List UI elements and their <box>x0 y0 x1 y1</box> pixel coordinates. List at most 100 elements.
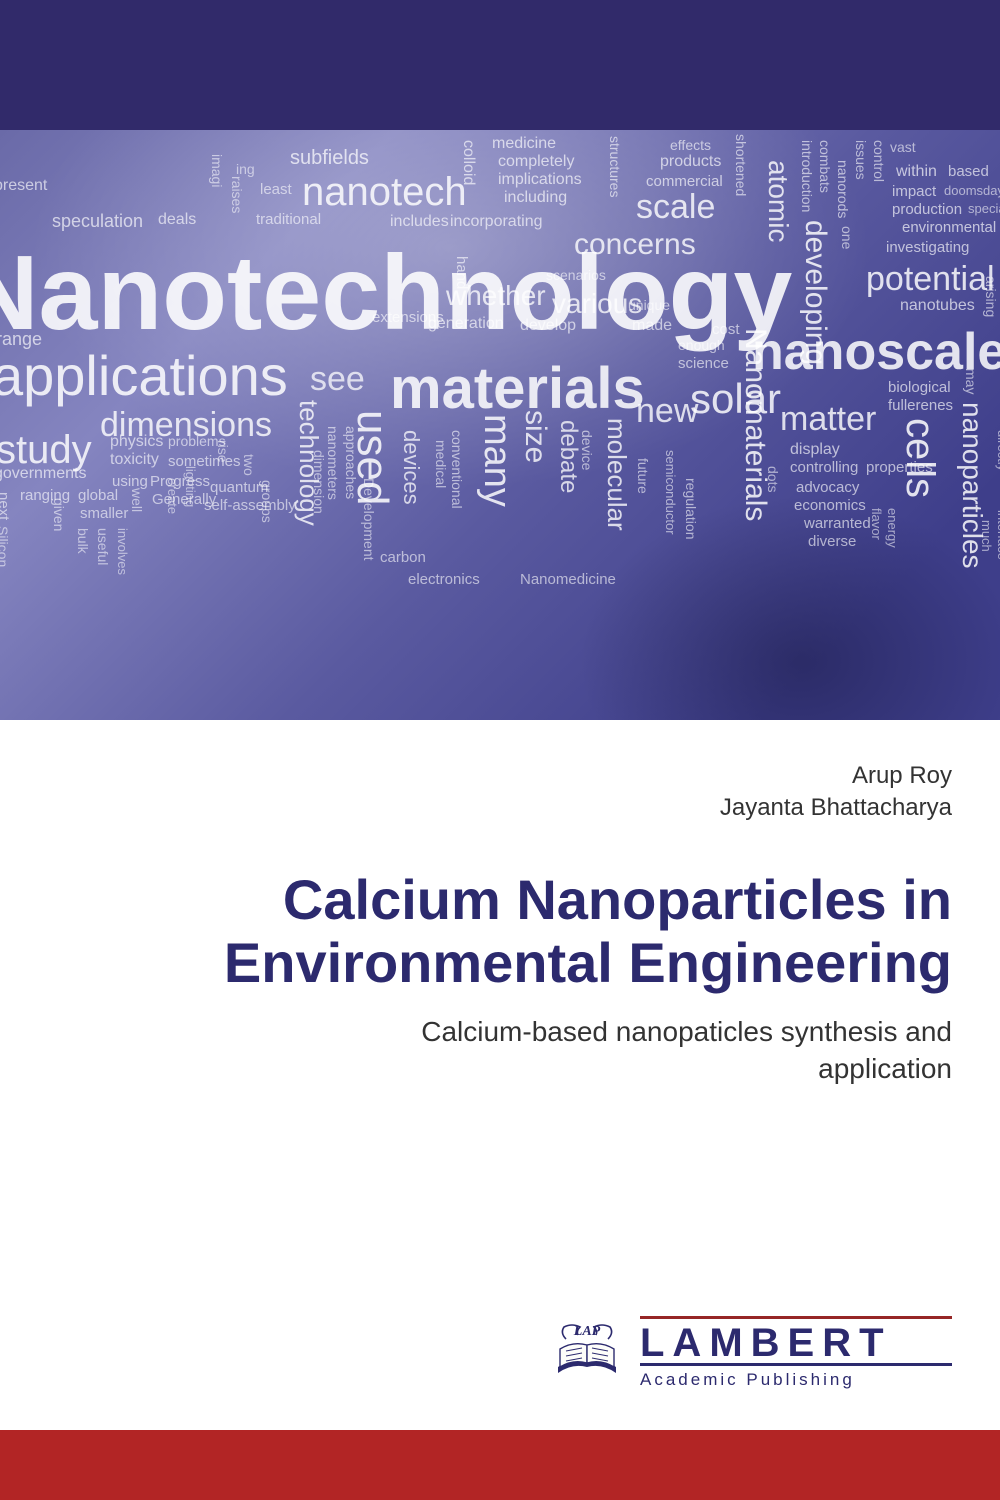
wordcloud-word: devices <box>400 430 422 505</box>
publisher-block: LAP LAMBERT Academic Publishing <box>548 1316 952 1390</box>
wordcloud-word: speculation <box>52 212 143 230</box>
wordcloud-word: materials <box>390 360 645 418</box>
wordcloud-word: hand <box>454 256 469 289</box>
wordcloud-word: lighting <box>184 466 197 507</box>
authors-block: Arup Roy Jayanta Bhattacharya <box>48 760 952 825</box>
wordcloud-word: scale <box>636 190 715 224</box>
title-line-1: Calcium Nanoparticles in <box>48 869 952 932</box>
wordcloud-word: commercial <box>646 174 723 189</box>
wordcloud-word: approaches <box>344 426 358 499</box>
wordcloud-word: see <box>310 362 365 396</box>
wordcloud-word: combats <box>818 140 832 193</box>
wordcloud-word: includes <box>390 214 449 230</box>
wordcloud-word: medical <box>434 440 448 488</box>
wordcloud-word: unique <box>628 298 670 312</box>
wordcloud-word: raises <box>230 176 244 213</box>
wordcloud-word: energy <box>886 508 899 548</box>
wordcloud-word: bulk <box>76 528 90 554</box>
wordcloud-word: nanotubes <box>900 298 975 314</box>
wordcloud-word: doomsday <box>944 184 1000 197</box>
wordcloud-word: diverse <box>808 534 856 549</box>
wordcloud-word: fullerenes <box>888 398 953 413</box>
wordcloud-word: implications <box>498 172 582 188</box>
wordcloud-word: useful <box>96 528 110 565</box>
wordcloud-word: introduction <box>800 140 814 212</box>
wordcloud-word: vast <box>890 140 916 154</box>
wordcloud-word: environmental <box>902 220 996 235</box>
wordcloud-word: extensions <box>372 310 444 325</box>
subtitle-line-1: Calcium-based nanopaticles synthesis and <box>48 1014 952 1050</box>
wordcloud-word: cost <box>712 322 740 337</box>
wordcloud-panel: Nanotechnologyapplicationsseematerialsna… <box>0 130 1000 720</box>
wordcloud-word: control <box>872 140 886 182</box>
wordcloud-word: much <box>980 520 993 552</box>
author-1: Arup Roy <box>48 760 952 792</box>
wordcloud-word: Nanomedicine <box>520 572 616 587</box>
publisher-subtitle: Academic Publishing <box>640 1370 952 1390</box>
wordcloud-word: one <box>840 226 854 249</box>
wordcloud-word: production <box>892 202 962 217</box>
wordcloud-word: electronics <box>408 572 480 587</box>
wordcloud-word: two <box>242 454 256 476</box>
wordcloud-word: device <box>580 430 594 470</box>
publisher-text: LAMBERT Academic Publishing <box>640 1316 952 1390</box>
wordcloud-word: present <box>0 178 47 194</box>
publisher-badge-text: LAP <box>573 1324 601 1339</box>
wordcloud-word: molecular <box>604 418 630 531</box>
wordcloud-word: governments <box>0 466 87 482</box>
book-title: Calcium Nanoparticles in Environmental E… <box>48 869 952 994</box>
wordcloud-word: made <box>632 318 672 334</box>
wordcloud-word: carbon <box>380 550 426 565</box>
bottom-bar <box>0 1430 1000 1500</box>
wordcloud-word: effects <box>670 138 711 152</box>
wordcloud-word: atomic <box>764 160 792 242</box>
wordcloud-word: structures <box>608 136 622 197</box>
wordcloud-word: new <box>636 394 698 428</box>
wordcloud-word: subfields <box>290 148 369 168</box>
wordcloud-word: enough <box>678 338 725 352</box>
wordcloud-word: toxicity <box>110 452 159 468</box>
wordcloud-word: based <box>948 164 989 179</box>
wordcloud-word: ing <box>236 162 255 176</box>
wordcloud-word: develop <box>520 318 576 334</box>
wordcloud-word: display <box>790 442 840 458</box>
title-line-2: Environmental Engineering <box>48 932 952 995</box>
content-area: Arup Roy Jayanta Bhattacharya Calcium Na… <box>0 720 1000 1087</box>
author-2: Jayanta Bhattacharya <box>48 792 952 824</box>
wordcloud-word: future <box>636 458 650 494</box>
wordcloud-word: issues <box>854 140 868 180</box>
wordcloud-word: may <box>964 368 978 394</box>
wordcloud-word: warranted <box>804 516 871 531</box>
wordcloud-word: global <box>78 488 118 503</box>
wordcloud-word: groups <box>260 480 274 523</box>
wordcloud-word: imagi <box>210 154 224 187</box>
wordcloud-word: nanometers <box>326 426 340 500</box>
book-subtitle: Calcium-based nanopaticles synthesis and… <box>48 1014 952 1087</box>
wordcloud-word: debate <box>556 420 580 493</box>
wordcloud-word: products <box>660 154 721 170</box>
wordcloud-word: advocacy <box>796 480 859 495</box>
wordcloud-word: science <box>678 356 729 371</box>
wordcloud-word: within <box>896 164 937 180</box>
wordcloud-word: traditional <box>256 212 321 227</box>
wordcloud-word: controlling <box>790 460 858 475</box>
wordcloud-word: directly <box>996 430 1000 471</box>
publisher-name: LAMBERT <box>640 1323 952 1363</box>
wordcloud-word: including <box>504 190 567 206</box>
wordcloud-word: create <box>166 478 179 514</box>
wordcloud-word: impact <box>892 184 936 199</box>
wordcloud-word: arising <box>984 276 998 317</box>
wordcloud-word: medicine <box>492 136 556 152</box>
wordcloud-word: shortened <box>734 134 748 196</box>
top-bar <box>0 0 1000 130</box>
wordcloud-word: interface <box>996 510 1000 560</box>
wordcloud-word: special <box>968 202 1000 215</box>
wordcloud-word: properties <box>866 460 933 475</box>
wordcloud-word: nanotech <box>302 172 467 212</box>
wordcloud-word: involves <box>116 528 129 575</box>
wordcloud-word: Silicon <box>0 526 10 567</box>
wordcloud-word: potential <box>866 262 995 296</box>
wordcloud-word: smaller <box>80 506 128 521</box>
wordcloud-word: self-assembly <box>204 498 296 513</box>
wordcloud-word: investigating <box>886 240 969 255</box>
